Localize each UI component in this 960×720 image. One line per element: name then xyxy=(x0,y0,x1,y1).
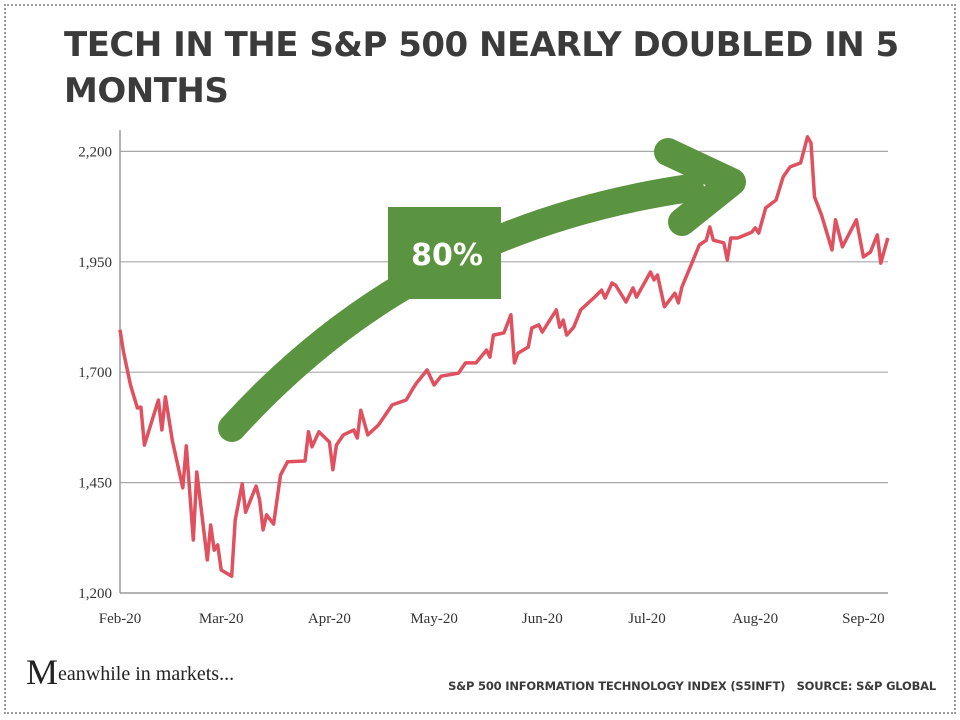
y-tick-label: 1,450 xyxy=(78,476,112,492)
x-tick-label: Jun-20 xyxy=(522,611,563,627)
x-tick-label: May-20 xyxy=(410,611,458,627)
y-tick-label: 1,200 xyxy=(78,586,112,602)
x-tick-label: Feb-20 xyxy=(99,611,142,627)
x-tick-labels: Feb-20 Mar-20 Apr-20 May-20 Jun-20 Jul-20 Aug-… xyxy=(99,611,885,627)
dotted-frame xyxy=(4,4,956,714)
y-tick-label: 1,700 xyxy=(78,365,112,381)
percent-label: 80% xyxy=(411,238,483,273)
x-tick-label: Apr-20 xyxy=(308,611,351,627)
x-tick-label: Mar-20 xyxy=(199,611,244,627)
series-points xyxy=(119,136,888,577)
x-tick-label: Jul-20 xyxy=(628,611,666,627)
brand-logo: Meanwhile in markets... xyxy=(26,654,235,690)
source-note: S&P 500 INFORMATION TECHNOLOGY INDEX (S5… xyxy=(448,679,936,693)
series-line xyxy=(118,135,890,578)
logo-text: eanwhile in markets... xyxy=(58,663,235,685)
percent-badge xyxy=(388,207,501,299)
y-tick-label: 2,200 xyxy=(78,144,112,160)
axes xyxy=(119,130,888,594)
x-tick-label: Sep-20 xyxy=(842,611,885,627)
gridlines xyxy=(120,150,888,484)
chart-title: TECH IN THE S&P 500 NEARLY DOUBLED IN 5 … xyxy=(64,25,899,111)
arrow-head xyxy=(654,138,746,236)
logo-initial: M xyxy=(26,652,59,692)
y-tick-label: 1,950 xyxy=(78,255,112,271)
y-tick-labels: 1,200 1,450 1,700 1,950 2,200 xyxy=(78,144,112,602)
x-tick-label: Aug-20 xyxy=(732,611,778,627)
